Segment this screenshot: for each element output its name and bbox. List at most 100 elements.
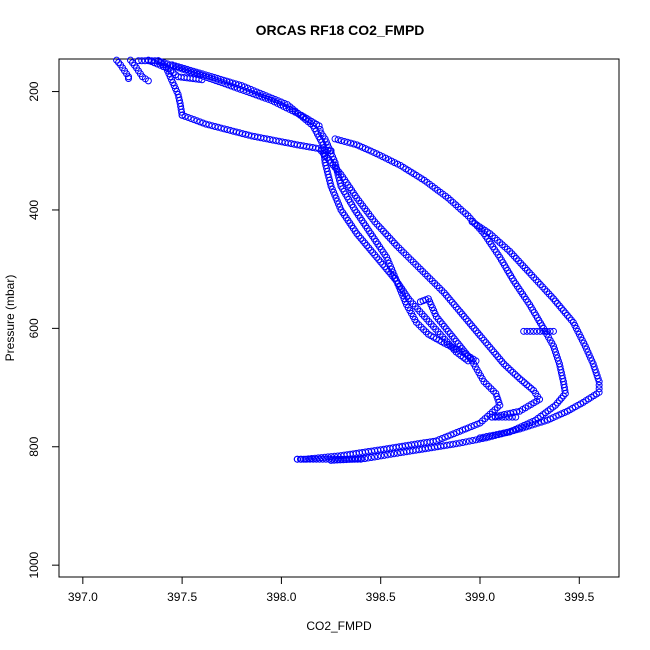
data-point — [543, 288, 551, 296]
data-point — [183, 65, 191, 73]
data-point — [212, 77, 220, 85]
data-point — [400, 249, 408, 257]
data-point — [552, 351, 560, 359]
data-point — [494, 395, 502, 403]
data-point — [337, 452, 345, 460]
data-point — [377, 225, 385, 233]
data-point — [220, 76, 228, 84]
data-point — [485, 433, 493, 441]
data-point — [488, 413, 496, 421]
data-point — [186, 66, 194, 74]
data-point — [532, 276, 540, 284]
x-tick-label: 397.5 — [167, 590, 197, 604]
data-point — [527, 385, 535, 393]
data-point — [521, 264, 529, 272]
data-point — [533, 327, 541, 335]
data-point — [195, 69, 203, 77]
data-point — [507, 427, 514, 435]
data-point — [534, 419, 542, 427]
data-point — [371, 453, 379, 461]
data-point — [331, 163, 339, 171]
data-point — [371, 218, 379, 226]
data-point — [350, 140, 358, 148]
data-point — [138, 57, 146, 65]
data-series — [488, 413, 520, 421]
data-point — [407, 256, 415, 264]
data-point — [513, 426, 521, 434]
data-point — [177, 64, 185, 72]
data-point — [528, 421, 536, 429]
data-point — [534, 278, 542, 286]
data-point — [516, 375, 524, 383]
data-point — [367, 246, 375, 254]
data-point — [174, 63, 182, 71]
data-point — [500, 360, 508, 368]
data-point — [438, 286, 446, 294]
data-point — [520, 327, 528, 335]
data-point — [274, 97, 282, 105]
data-point — [502, 362, 510, 370]
data-point — [330, 456, 338, 464]
data-point — [498, 413, 506, 421]
data-point — [196, 118, 204, 126]
data-point — [198, 70, 206, 78]
data-point — [508, 413, 516, 421]
x-axis-label: CO2_FMPD — [306, 619, 372, 633]
y-tick-label: 400 — [27, 200, 41, 220]
data-point — [544, 416, 552, 424]
data-point — [256, 89, 264, 97]
data-point — [525, 422, 533, 430]
x-tick-label: 399.5 — [564, 590, 594, 604]
x-tick-label: 397.0 — [68, 590, 98, 604]
chart-title: ORCAS RF18 CO2_FMPD — [256, 22, 425, 38]
data-point — [522, 423, 530, 431]
data-point — [526, 327, 534, 335]
data-point — [541, 285, 549, 293]
data-point — [393, 449, 401, 457]
data-point — [184, 113, 192, 121]
data-point — [537, 418, 545, 426]
data-point — [490, 387, 497, 395]
data-point — [491, 431, 499, 439]
data-point — [247, 85, 255, 93]
data-point — [525, 269, 533, 277]
data-point — [545, 290, 553, 298]
data-point — [199, 119, 207, 127]
data-point — [513, 373, 521, 381]
data-point — [388, 237, 396, 245]
data-point — [531, 420, 539, 428]
data-point — [530, 273, 538, 281]
x-tick-label: 398.0 — [266, 590, 296, 604]
data-point — [223, 77, 231, 85]
data-point — [516, 425, 524, 433]
data-point — [523, 381, 531, 389]
data-point — [125, 75, 132, 83]
data-point — [204, 72, 212, 80]
data-point — [592, 369, 600, 377]
data-point — [539, 283, 547, 291]
data-point — [243, 88, 251, 96]
data-point — [190, 116, 198, 124]
data-point — [178, 108, 186, 116]
data-point — [502, 413, 510, 421]
data-point — [508, 250, 516, 258]
data-point — [187, 115, 195, 123]
data-point — [512, 413, 520, 421]
data-point — [416, 265, 424, 273]
data-point — [244, 84, 252, 92]
data-point — [546, 327, 554, 335]
data-point — [506, 247, 514, 255]
data-series — [168, 61, 472, 365]
data-series — [317, 147, 544, 421]
data-point — [484, 341, 492, 349]
data-point — [517, 259, 525, 267]
data-point — [226, 78, 234, 86]
data-point — [337, 137, 345, 145]
data-point — [511, 370, 519, 378]
data-point — [181, 112, 189, 120]
data-point — [591, 366, 599, 374]
data-point — [250, 87, 258, 95]
data-point — [334, 136, 342, 144]
data-point — [509, 368, 517, 376]
